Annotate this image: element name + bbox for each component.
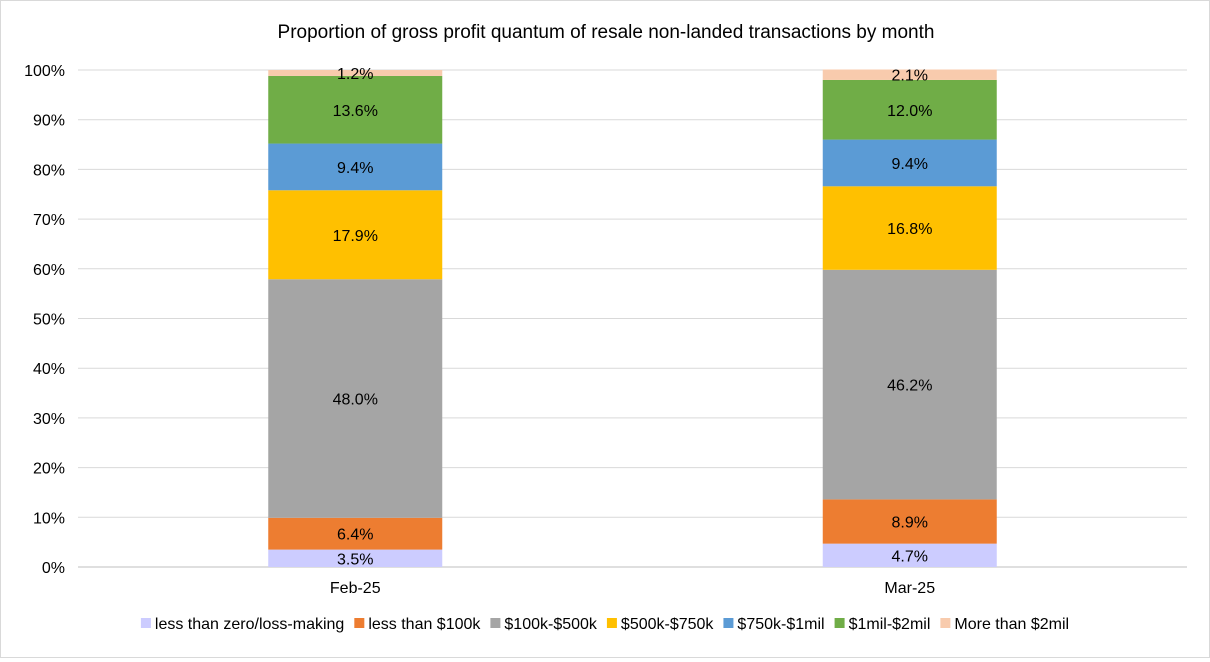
legend-label: $500k-$750k	[621, 616, 715, 633]
gridlines	[78, 69, 1187, 568]
legend-item: More than $2mil	[940, 616, 1069, 633]
data-label: 6.4%	[337, 527, 373, 544]
y-tick-label: 0%	[42, 560, 65, 577]
y-axis: 0% 10% 20% 30% 40% 50% 60% 70% 80% 90% 100%	[24, 63, 65, 577]
legend-item: $100k-$500k	[490, 616, 598, 633]
bar-segment	[268, 279, 443, 518]
legend-label: More than $2mil	[954, 616, 1069, 633]
y-tick-label: 80%	[33, 162, 65, 179]
y-tick-label: 50%	[33, 312, 65, 329]
bar-segment	[822, 79, 997, 140]
legend-label: $100k-$500k	[504, 616, 598, 633]
y-tick-label: 30%	[33, 411, 65, 428]
legend-item: less than $100k	[354, 616, 481, 633]
data-label: 8.9%	[892, 515, 928, 532]
legend-swatch	[490, 618, 501, 628]
legend-swatch	[940, 618, 951, 628]
bar-stack-feb-25: 3.5% 6.4% 48.0% 17.9% 9.4% 13.6% 1.2%	[268, 66, 443, 568]
legend-item: $750k-$1mil	[723, 616, 825, 633]
legend-label: $1mil-$2mil	[849, 616, 931, 633]
bar-segment	[822, 543, 997, 567]
bar-segment	[268, 549, 443, 567]
bar-segment	[268, 143, 443, 191]
x-tick-label: Feb-25	[330, 580, 381, 597]
legend-item: less than zero/loss-making	[140, 616, 344, 633]
data-label: 2.1%	[892, 68, 928, 85]
data-label: 46.2%	[887, 378, 932, 395]
bar-segment	[822, 69, 997, 80]
x-axis: Feb-25 Mar-25	[330, 580, 935, 597]
legend-label: $750k-$1mil	[737, 616, 824, 633]
chart-title: Proportion of gross profit quantum of re…	[278, 22, 935, 43]
bar-segment	[822, 139, 997, 187]
y-tick-label: 20%	[33, 461, 65, 478]
x-tick-label: Mar-25	[884, 580, 935, 597]
legend: less than zero/loss-making less than $100…	[140, 616, 1069, 633]
y-tick-label: 40%	[33, 361, 65, 378]
bar-segment	[268, 517, 443, 550]
y-tick-label: 90%	[33, 113, 65, 130]
data-label: 48.0%	[333, 392, 378, 409]
legend-swatch	[723, 618, 734, 628]
y-tick-label: 100%	[24, 63, 65, 80]
bar-segment	[268, 190, 443, 280]
data-label: 3.5%	[337, 551, 373, 568]
y-tick-label: 10%	[33, 510, 65, 527]
data-label: 4.7%	[892, 548, 928, 565]
bar-segment	[822, 186, 997, 270]
bar-segment	[822, 269, 997, 500]
legend-item: $1mil-$2mil	[834, 616, 931, 633]
y-tick-label: 70%	[33, 212, 65, 229]
bar-segment	[268, 70, 443, 76]
data-label: 16.8%	[887, 221, 932, 238]
y-tick-label: 60%	[33, 262, 65, 279]
legend-swatch	[606, 618, 617, 628]
legend-label: less than zero/loss-making	[155, 616, 344, 633]
legend-swatch	[354, 618, 365, 628]
bars: 3.5%6.4%48.0%17.9%9.4%13.6%1.2%4.7%8.9%4…	[268, 66, 997, 568]
legend-swatch	[834, 618, 845, 628]
bar-segment	[268, 75, 443, 144]
bar-stack-mar-25: 4.7% 8.9% 46.2% 16.8% 9.4% 12.0% 2.1%	[822, 68, 997, 567]
data-label: 9.4%	[337, 160, 373, 177]
legend-item: $500k-$750k	[606, 616, 715, 633]
data-label: 9.4%	[892, 156, 928, 173]
data-label: 12.0%	[887, 103, 932, 120]
legend-label: less than $100k	[368, 616, 481, 633]
bar-segment	[822, 499, 997, 544]
legend-swatch	[140, 618, 151, 628]
data-label: 17.9%	[333, 228, 378, 245]
data-label: 13.6%	[333, 103, 378, 120]
data-label: 1.2%	[337, 66, 373, 83]
